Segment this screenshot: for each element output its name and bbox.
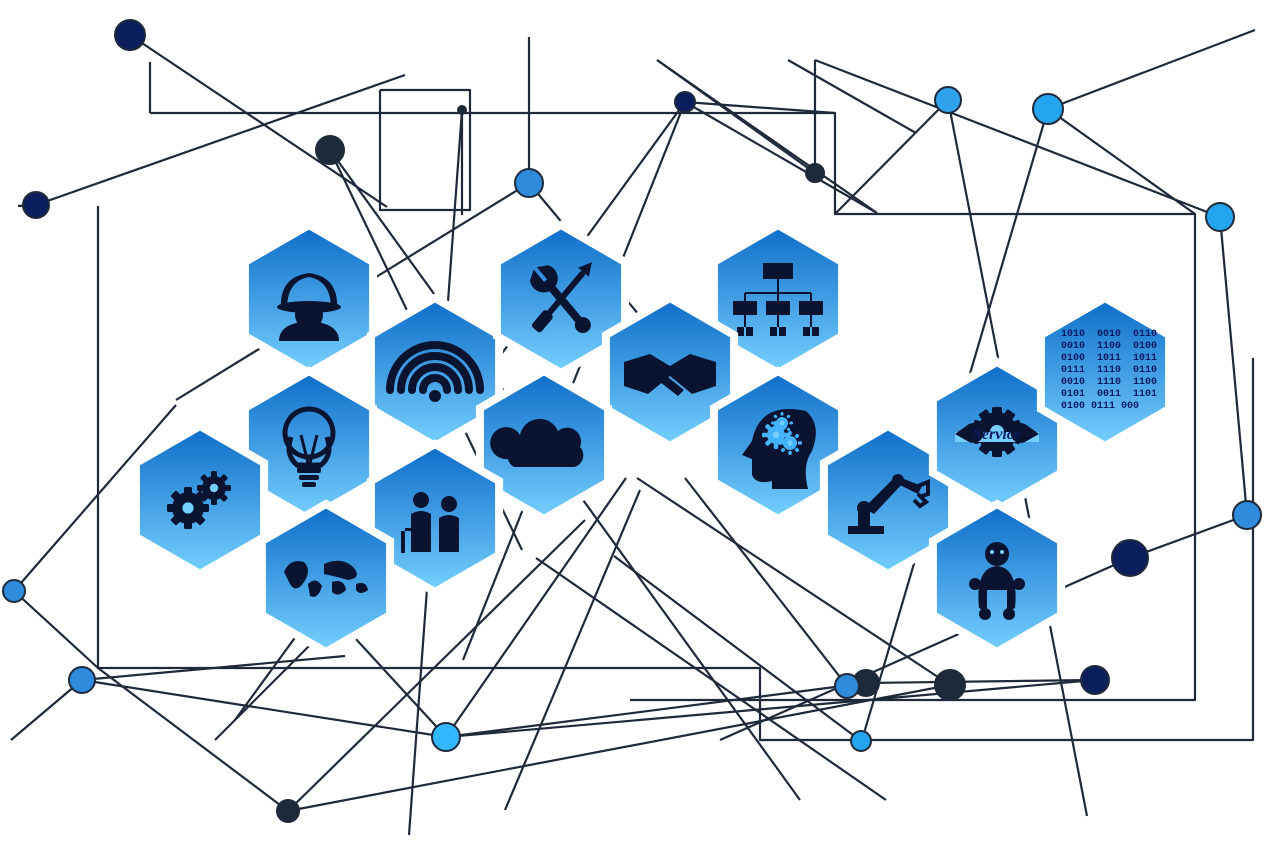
network-edge [98,668,288,811]
network-edge [446,683,866,737]
network-node-dot [935,670,965,700]
network-edge [720,558,1130,740]
network-edge [685,102,877,213]
infographic-network-diagram: Service 1010 0010 01100010 1100 01000100 … [0,0,1280,853]
network-node-dot [851,731,871,751]
network-node-dot [277,800,299,822]
hex-layer: Service 1010 0010 01100010 1100 01000100 … [136,225,1169,652]
network-edge [1048,30,1255,109]
hex-map [262,504,390,652]
service-label: Service [973,426,1021,443]
network-edge [14,591,98,668]
hex-robot [933,504,1061,652]
network-node-dot [675,92,695,112]
network-node-dot [1206,203,1234,231]
network-node-dot [515,169,543,197]
network-edge [685,102,835,113]
hex-gears [136,426,264,574]
network-node-dot [458,106,466,114]
network-edge [1220,217,1247,515]
network-node-dot [69,667,95,693]
network-edge [835,100,948,214]
network-node-dot [115,20,145,50]
network-node-dot [935,87,961,113]
network-edge [288,685,950,811]
network-svg: Service 1010 0010 01100010 1100 01000100 … [0,0,1280,853]
hexagon [245,225,373,373]
network-node-dot [1112,540,1148,576]
network-node-dot [23,192,49,218]
network-edge [130,35,387,207]
network-node-dot [3,580,25,602]
network-edge [536,558,886,800]
network-node-dot [806,164,824,182]
binary-text: 1010 0010 01100010 1100 01000100 1011 10… [1061,329,1157,412]
network-node-dot [432,723,460,751]
network-edge [446,680,1095,737]
network-edge [815,60,1220,217]
hex-worker [245,225,373,373]
network-node-dot [1081,666,1109,694]
network-edge [505,490,640,810]
network-edge [788,60,916,133]
network-node-dot [316,136,344,164]
hex-binary: 1010 0010 01100010 1100 01000100 1011 10… [1041,298,1169,446]
network-edge [657,60,877,213]
binary-icon: 1010 0010 01100010 1100 01000100 1011 10… [1061,329,1157,412]
network-node-dot [1033,94,1063,124]
network-node-dot [835,674,859,698]
hexagon [262,504,390,652]
network-node-dot [1233,501,1261,529]
